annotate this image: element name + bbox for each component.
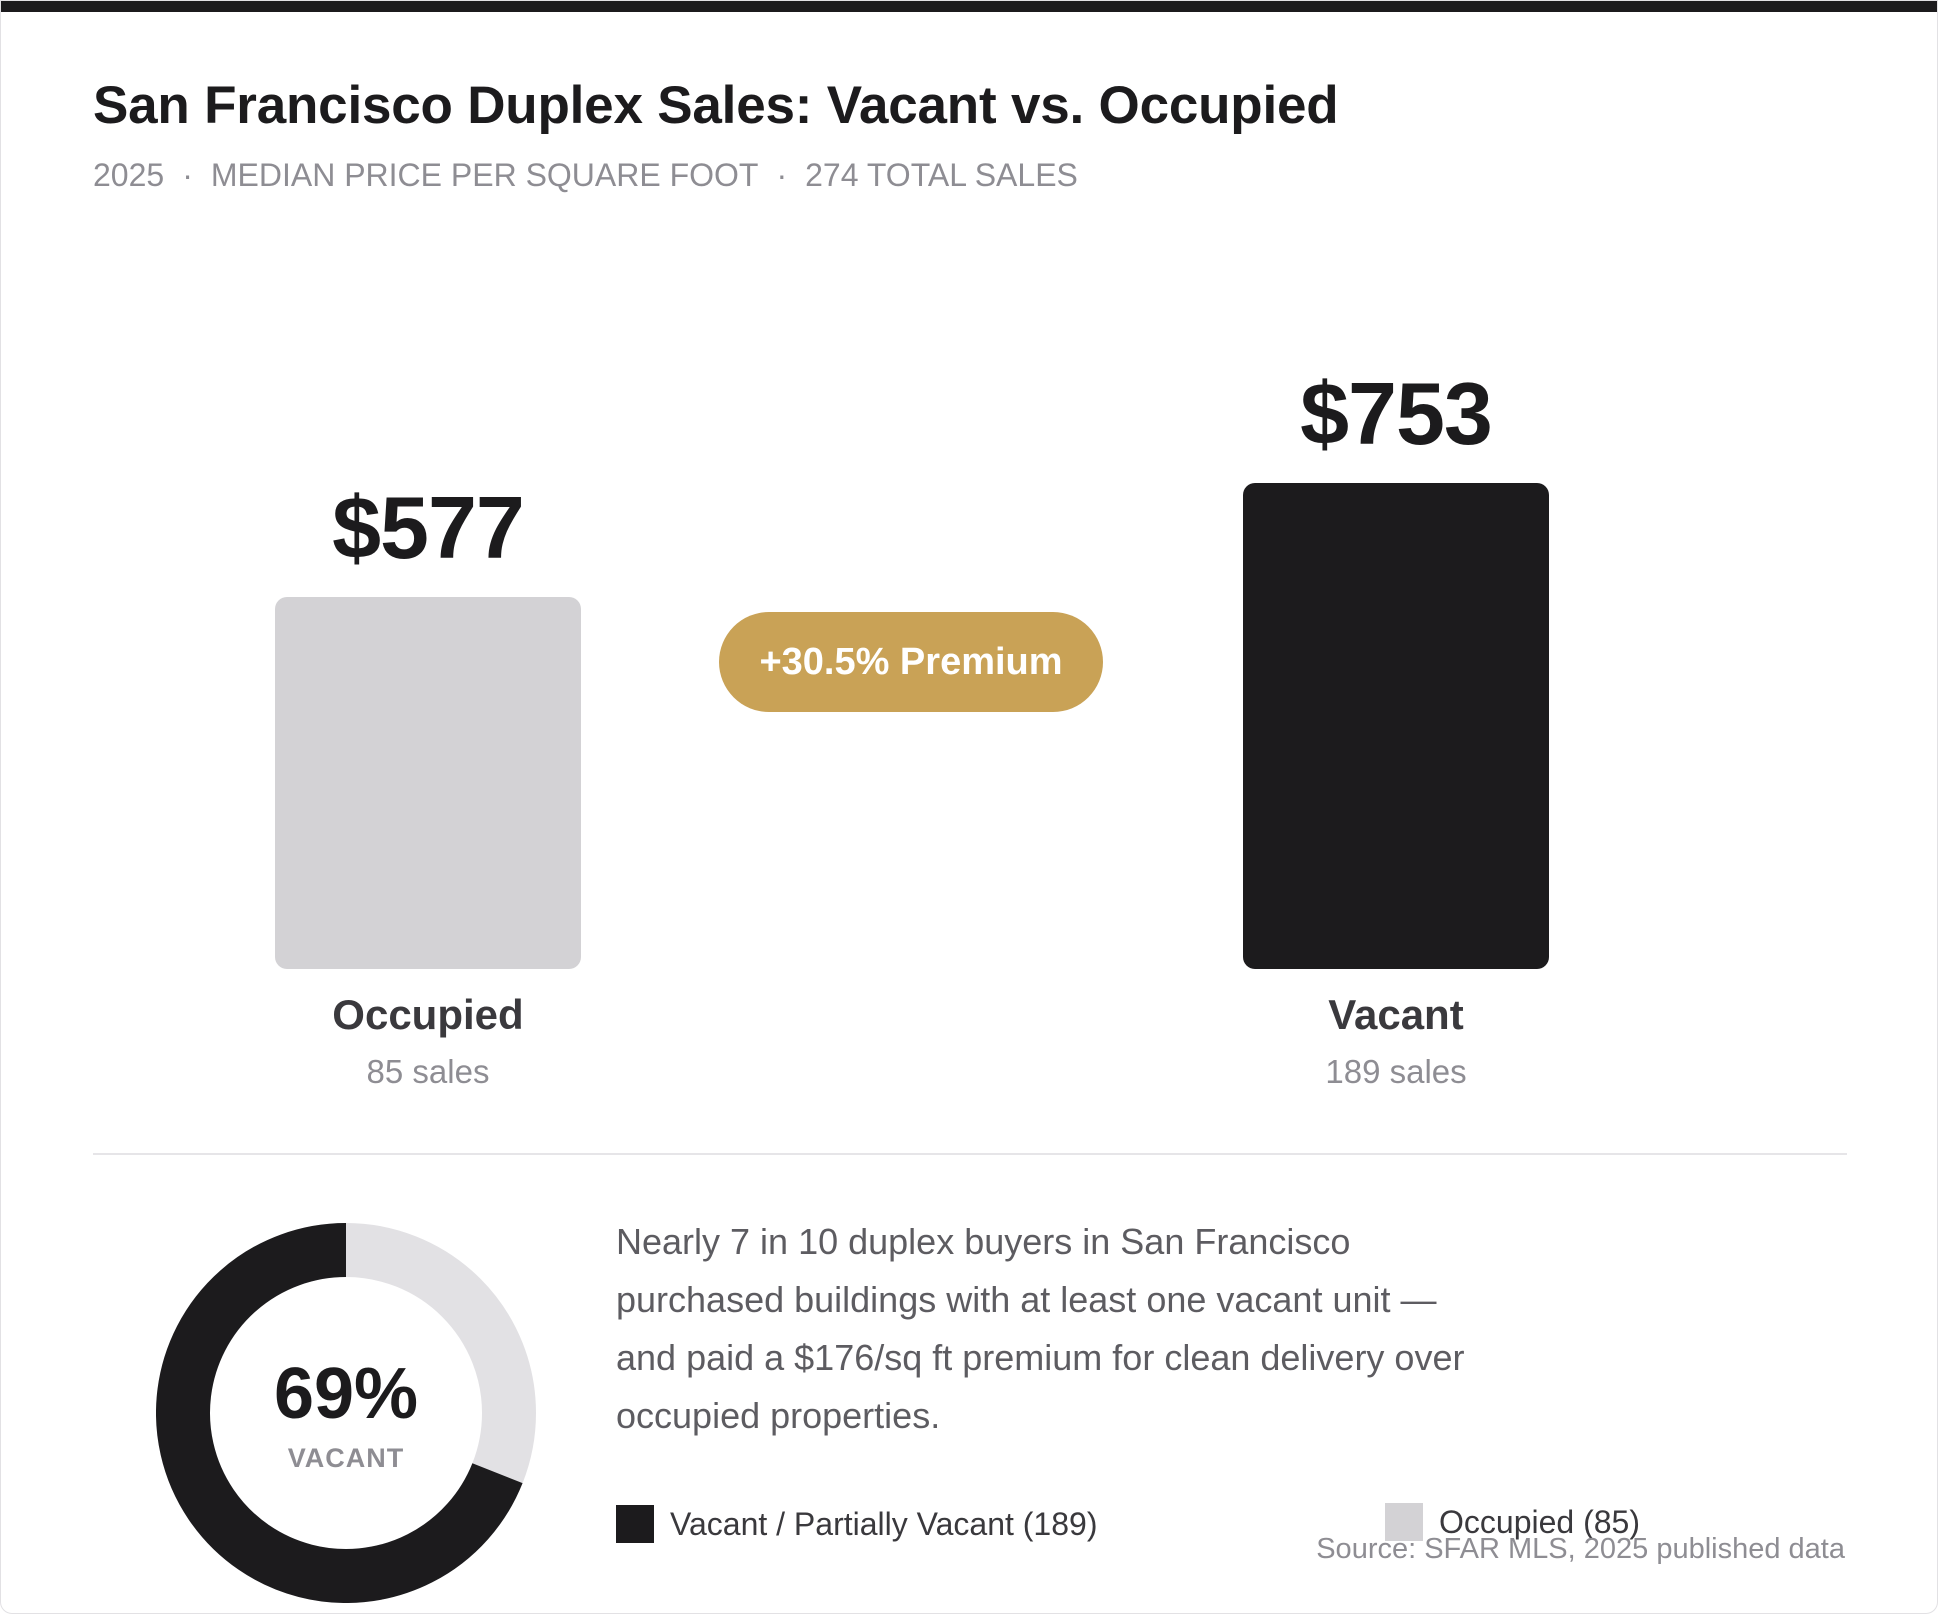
legend-item-vacant: Vacant / Partially Vacant (189) — [616, 1505, 1097, 1543]
premium-badge: +30.5% Premium — [719, 612, 1103, 712]
category-label-occupied: Occupied — [332, 991, 524, 1038]
legend-swatch-occupied — [1385, 1503, 1423, 1541]
separator-dot: · — [182, 157, 193, 193]
donut-center-value: 69% — [273, 1354, 419, 1434]
category-sales-occupied: 85 sales — [366, 1053, 490, 1090]
legend-label-occupied: Occupied (85) — [1439, 1503, 1640, 1540]
legend-swatch-vacant — [616, 1505, 654, 1543]
category-label-vacant: Vacant — [1328, 991, 1464, 1038]
subtitle-metric: Median Price Per Square Foot — [210, 157, 759, 193]
legend-label-vacant: Vacant / Partially Vacant (189) — [670, 1505, 1098, 1542]
narrative-text: Nearly 7 in 10 duplex buyers in San Fran… — [616, 1221, 1465, 1436]
legend-item-occupied: Occupied (85) — [1385, 1503, 1640, 1541]
category-sales-vacant: 189 sales — [1325, 1053, 1467, 1090]
chart-subtitle: 2025 · Median Price Per Square Foot · 274 To… — [93, 157, 1078, 194]
subtitle-year: 2025 — [93, 157, 165, 193]
bar-vacant — [1243, 483, 1549, 969]
section-divider — [93, 1153, 1847, 1155]
source-note: Source: SFAR MLS, 2025 published data — [1316, 1533, 1845, 1565]
donut-center-label: VACANT — [287, 1443, 405, 1473]
subtitle-total-sales: 274 Total Sales — [805, 157, 1078, 193]
value-label-occupied: $577 — [332, 478, 525, 577]
vacancy-donut-chart — [156, 1223, 536, 1603]
donut-slice-vacant — [156, 1223, 523, 1603]
chart-title: San Francisco Duplex Sales: Vacant vs. O… — [93, 76, 1339, 135]
bar-occupied — [275, 597, 581, 969]
separator-dot: · — [776, 157, 788, 193]
top-accent-bar — [1, 1, 1937, 12]
value-label-vacant: $753 — [1300, 364, 1493, 463]
